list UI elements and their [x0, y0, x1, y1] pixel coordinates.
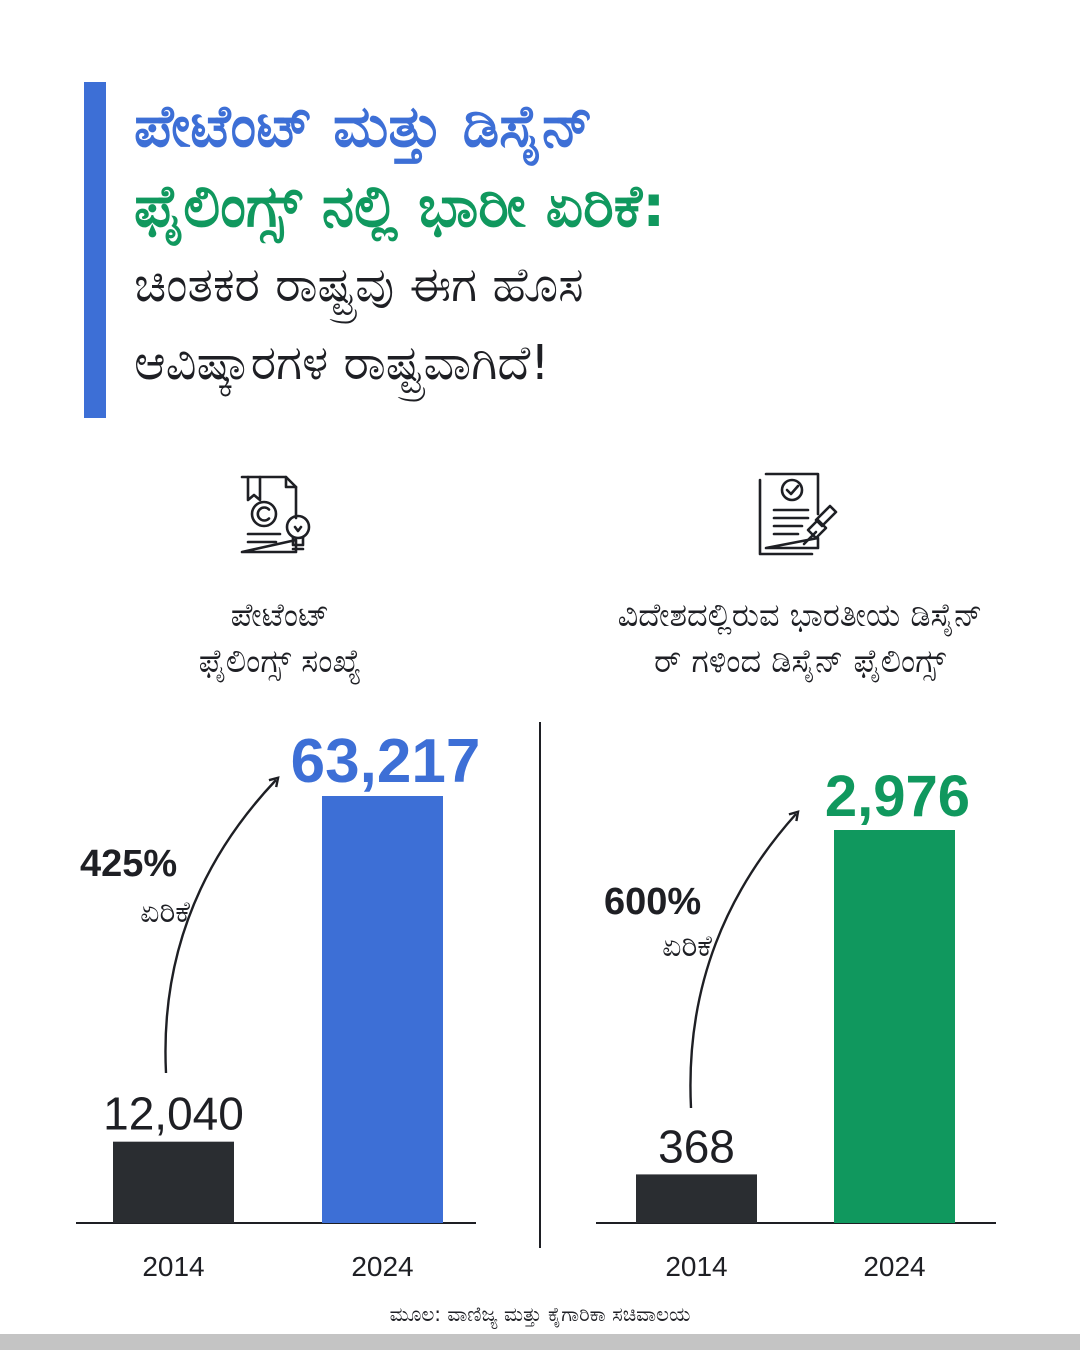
left-value-label-2014: 12,040: [103, 1088, 244, 1140]
left-bar-2024: [322, 796, 443, 1223]
right-chart-title-line-1: ವಿದೇಶದಲ್ಲಿರುವ ಭಾರತೀಯ ಡಿಸೈನ್: [617, 596, 983, 634]
subtitle-line-2: ಆವಿಷ್ಕಾರಗಳ ರಾಷ್ಟ್ರವಾಗಿದೆ!: [134, 335, 550, 391]
right-bar-2014: [636, 1174, 757, 1223]
left-value-label-2024: 63,217: [291, 727, 481, 796]
left-chart-title: ಪೇಟೆಂಟ್ ಫೈಲಿಂಗ್ಸ್ ಸಂಖ್ಯೆ: [100, 592, 460, 684]
right-value-label-2014: 368: [658, 1120, 735, 1172]
left-bar-2014: [113, 1141, 234, 1223]
left-chart-title-line-1: ಪೇಟೆಂಟ್: [230, 596, 330, 634]
left-tick-label-2014: 2014: [142, 1251, 204, 1282]
left-growth-arrow: [164, 780, 276, 1074]
title-accent-bar: [84, 82, 106, 418]
right-growth-word: ಏರಿಕೆ: [662, 929, 713, 964]
subtitle-line-1: ಚಿಂತಕರ ರಾಷ್ಟ್ರವು ಈಗ ಹೊಸ: [134, 257, 584, 313]
chart-divider: [539, 722, 541, 1248]
left-growth-word: ಏರಿಕೆ: [140, 895, 191, 930]
title-line-2: ಫೈಲಿಂಗ್ಸ್ ನಲ್ಲಿ ಭಾರೀ ಏರಿಕೆ:: [134, 172, 666, 240]
patent-certificate-icon: [240, 475, 311, 554]
right-value-label-2024: 2,976: [825, 764, 970, 829]
left-tick-label-2024: 2024: [351, 1251, 413, 1282]
right-growth-arrow: [689, 814, 796, 1109]
right-tick-label-2024: 2024: [863, 1251, 925, 1282]
title-line-1: ಪೇಟೆಂಟ್ ಮತ್ತು ಡಿಸೈನ್: [134, 92, 594, 160]
page-title: ಪೇಟೆಂಟ್ ಮತ್ತು ಡಿಸೈನ್ ಫೈಲಿಂಗ್ಸ್ ನಲ್ಲಿ ಭಾರ…: [134, 86, 1054, 402]
right-growth-percent: 600%: [604, 881, 701, 923]
source-note: ಮೂಲ: ವಾಣಿಜ್ಯ ಮತ್ತು ಕೈಗಾರಿಕಾ ಸಚಿವಾಲಯ: [389, 1302, 691, 1326]
right-chart-title: ವಿದೇಶದಲ್ಲಿರುವ ಭಾರತೀಯ ಡಿಸೈನ್ ರ್ ಗಳಿಂದ ಡಿಸ…: [540, 592, 1060, 684]
design-document-stamp-icon: [758, 472, 838, 556]
right-bar-2024: [834, 830, 955, 1223]
left-growth-percent: 425%: [80, 843, 177, 885]
left-chart-title-line-2: ಫೈಲಿಂಗ್ಸ್ ಸಂಖ್ಯೆ: [198, 642, 362, 680]
right-chart-title-line-2: ರ್ ಗಳಿಂದ ಡಿಸೈನ್ ಫೈಲಿಂಗ್ಸ್: [654, 642, 946, 680]
bottom-strip: [0, 1334, 1080, 1350]
right-tick-label-2014: 2014: [665, 1251, 727, 1282]
